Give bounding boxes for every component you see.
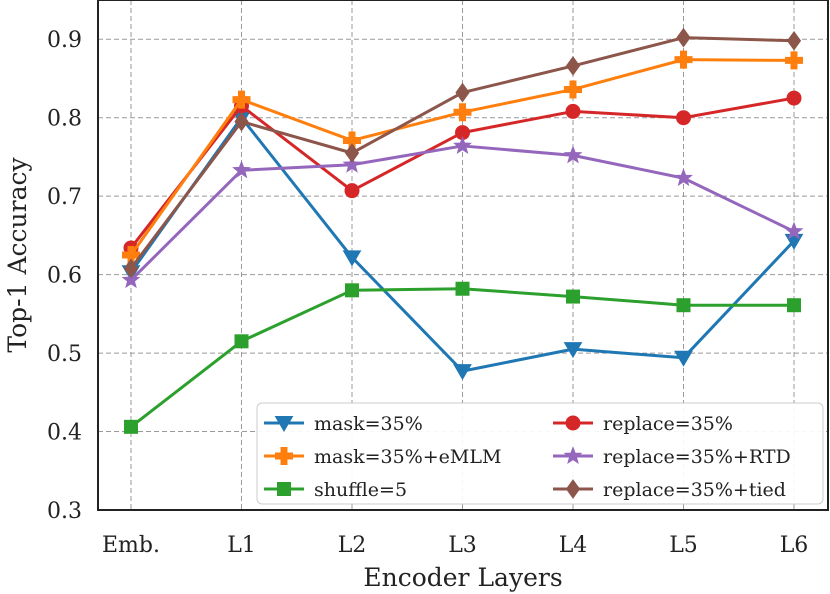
y-tick-label: 0.5 [47,342,82,367]
plot-frame [97,0,829,511]
legend-label: replace=35%+RTD [603,446,791,468]
data-point [123,258,139,279]
y-axis-label: Top-1 Accuracy [3,157,32,353]
data-point [455,281,470,296]
legend-label: replace=35% [603,413,733,435]
series-shuffle=5 [124,281,801,434]
legend-label: mask=35% [314,413,423,435]
data-point [676,298,691,313]
legend-swatch-marker [563,446,583,465]
data-point [787,298,801,313]
legend-entry: replace=35%+tied [553,479,786,501]
y-tick-label: 0.3 [47,499,82,524]
data-point [342,250,362,267]
data-point [784,221,804,240]
x-ticks: Emb. L1 L2 L3 L4 L5 L6 [102,533,808,558]
data-point [676,27,691,48]
data-point [234,111,249,132]
data-point [342,154,362,173]
x-tick-label: L2 [338,533,367,558]
data-point [566,289,580,304]
data-point [121,270,141,289]
data-point [344,183,360,199]
data-point [344,143,360,163]
data-point [786,30,802,51]
legend-label: replace=35%+tied [603,479,786,501]
data-point [564,80,582,99]
data-point [232,160,251,179]
data-point [563,342,583,359]
legend-label: shuffle=5 [314,479,407,501]
y-tick-label: 0.4 [47,421,82,446]
legend-swatch-marker [565,415,581,431]
y-ticks: 0.3 0.4 0.5 0.6 0.7 0.8 0.9 [47,28,82,524]
legend-entry: replace=35% [553,413,733,435]
data-point [124,419,138,434]
legend: mask=35% replace=35% mask=35%+eMLM replace=… [256,402,824,505]
series-replace=35%+RTD [121,136,804,289]
y-tick-label: 0.7 [47,185,82,210]
series-replace=35%+tied [123,27,802,279]
data-point [565,103,581,119]
x-axis-label: Encoder Layers [363,563,562,592]
data-point [674,168,693,187]
series-layer [121,27,804,434]
x-tick-label: L6 [780,533,809,558]
legend-swatch-marker [565,479,581,499]
data-point [786,90,802,106]
data-point [453,136,472,154]
legend-entry: mask=35% [264,413,423,435]
data-point [234,334,249,349]
data-point [453,364,472,381]
legend-swatch-marker [277,482,291,496]
legend-box [256,402,824,505]
legend-entry: mask=35%+eMLM [264,446,501,468]
legend-entry: replace=35%+RTD [553,446,791,468]
data-point [453,103,472,122]
legend-entry: shuffle=5 [264,479,407,501]
y-tick-label: 0.8 [47,107,82,132]
data-point [674,50,693,69]
legend-swatch-marker [275,447,293,465]
x-tick-label: L1 [227,533,256,558]
legend-label: mask=35%+eMLM [314,446,501,468]
data-point [563,145,583,164]
y-tick-label: 0.6 [47,264,82,289]
x-tick-label: L4 [559,533,588,558]
data-point [232,90,251,109]
legend-swatch-marker [274,416,294,432]
x-tick-label: L3 [448,533,477,558]
data-point [345,283,359,298]
data-point [565,56,581,76]
data-point [676,110,691,126]
data-point [455,82,470,103]
data-point [674,350,693,367]
x-tick-label: L5 [669,533,698,558]
data-point [785,51,803,70]
x-tick-label: Emb. [102,533,160,558]
y-tick-label: 0.9 [47,28,82,53]
